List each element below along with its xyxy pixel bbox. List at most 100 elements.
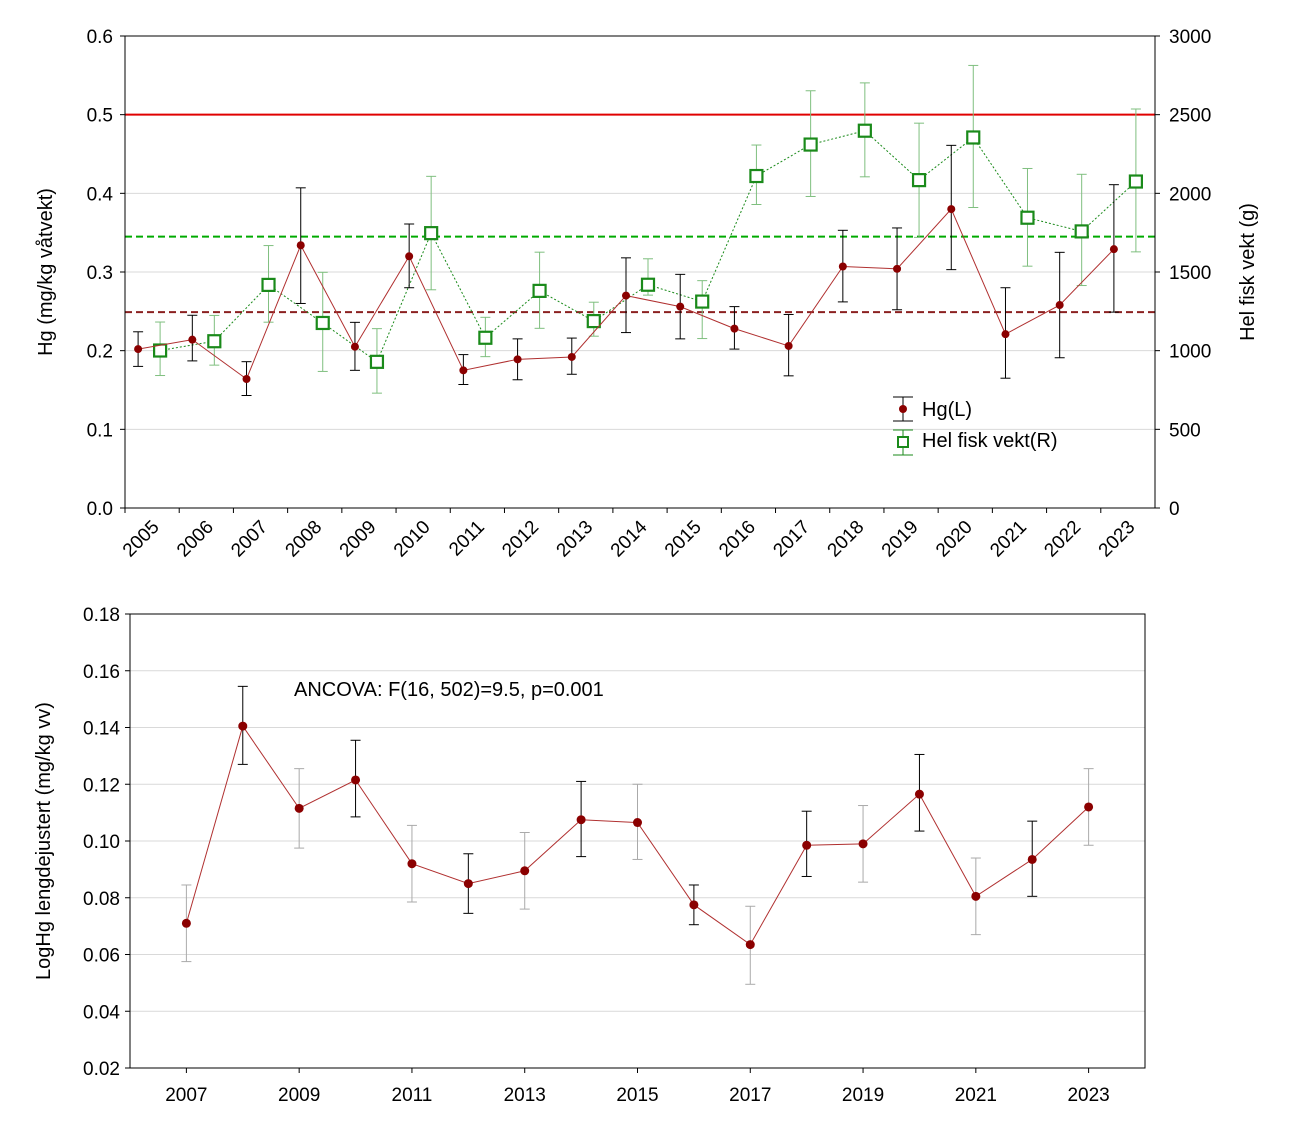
hg-point (784, 341, 793, 350)
hg-point (1001, 330, 1010, 339)
weight-point (261, 277, 276, 293)
top-x-tick-label: 2017 (769, 517, 814, 562)
top-reference-lines (125, 113, 1155, 314)
loghg-point (914, 789, 924, 799)
top-right-tick-label: 1000 (1169, 342, 1211, 363)
bottom-x-tick-label: 2009 (278, 1085, 320, 1106)
loghg-point (407, 859, 417, 869)
hg-point (513, 355, 522, 364)
bottom-y-axis-label: LogHg lengdejustert (mg/kg vv) (33, 702, 55, 980)
weight-point (749, 168, 764, 184)
weight-point (315, 315, 330, 331)
top-x-tick-label: 2014 (607, 516, 652, 561)
weight-point (857, 123, 872, 138)
top-right-tick-label: 2500 (1169, 106, 1211, 127)
top-right-axis-label: Hel fisk vekt (g) (1237, 203, 1259, 341)
top-left-tick-label: 0.0 (87, 499, 113, 520)
bottom-x-tick-label: 2011 (392, 1085, 433, 1106)
top-x-tick-label: 2011 (445, 517, 489, 561)
loghg-point (745, 940, 755, 950)
bottom-x-tick-label: 2017 (729, 1085, 771, 1106)
weight-point (966, 130, 981, 145)
weight-error-bar (697, 280, 708, 340)
top-right-tick-label: 0 (1169, 499, 1180, 520)
top-left-tick-label: 0.2 (87, 342, 113, 363)
top-right-tick-label: 500 (1169, 420, 1201, 441)
loghg-point (351, 775, 361, 785)
top-x-tick-label: 2015 (661, 517, 706, 562)
top-right-tick-label: 2000 (1169, 184, 1211, 205)
bottom-y-tick-label: 0.02 (83, 1059, 120, 1080)
legend-weight-marker (893, 429, 913, 456)
top-x-axis-ticks: 2005 2006 2007 2008 2009 2010 2011 2012 2013 2014… (119, 508, 1140, 562)
weight-point (207, 334, 222, 349)
top-left-tick-label: 0.5 (87, 106, 113, 127)
top-x-tick-label: 2018 (824, 517, 869, 562)
hg-point (730, 324, 739, 333)
top-hg-series (133, 144, 1119, 397)
bottom-x-tick-label: 2007 (165, 1085, 207, 1106)
top-x-tick-label: 2009 (336, 517, 381, 562)
top-x-tick-label: 2007 (227, 517, 272, 562)
loghg-point (858, 839, 868, 849)
bottom-loghg-series (181, 685, 1094, 985)
top-x-tick-label: 2023 (1095, 517, 1140, 562)
top-x-tick-label: 2021 (986, 517, 1031, 562)
bottom-x-axis-ticks: 2007 2009 2011 2013 2015 2017 2019 2021 2023 (165, 1068, 1110, 1106)
top-right-axis-ticks: 0 500 1000 1500 2000 2500 3000 (1155, 27, 1211, 520)
ancova-annotation: ANCOVA: F(16, 502)=9.5, p=0.001 (294, 679, 604, 701)
top-legend: Hg(L) Hel fisk vekt(R) (893, 396, 1058, 456)
loghg-point (1084, 802, 1094, 812)
hg-point (947, 205, 956, 214)
hg-point (893, 264, 902, 273)
hg-point (296, 241, 305, 250)
bottom-y-tick-label: 0.14 (83, 719, 120, 740)
legend-weight-label: Hel fisk vekt(R) (922, 430, 1058, 452)
bottom-y-tick-label: 0.16 (83, 662, 120, 683)
bottom-x-tick-label: 2019 (842, 1085, 884, 1106)
top-left-tick-label: 0.3 (87, 263, 113, 284)
weight-point (695, 294, 710, 309)
weight-point (153, 343, 168, 358)
top-x-tick-label: 2008 (282, 517, 327, 562)
top-left-tick-label: 0.4 (87, 184, 114, 205)
loghg-point (463, 879, 473, 889)
weight-line (160, 130, 1137, 363)
bottom-y-axis-ticks: 0.02 0.04 0.06 0.08 0.10 0.12 0.14 0.16 0.18 (83, 605, 130, 1080)
hg-point (1109, 245, 1118, 254)
loghg-point (576, 815, 586, 825)
weight-point (1020, 210, 1035, 225)
hg-point (459, 366, 468, 375)
top-x-tick-label: 2019 (878, 517, 923, 562)
weight-point (586, 313, 601, 329)
bottom-y-tick-label: 0.18 (83, 605, 120, 626)
hg-point (405, 252, 414, 261)
hg-point (622, 291, 630, 300)
weight-point (1128, 174, 1143, 189)
weight-point (478, 330, 493, 345)
weight-point (369, 354, 385, 369)
hg-point (242, 374, 251, 383)
loghg-point (520, 866, 530, 876)
weight-point (532, 283, 547, 298)
bottom-x-tick-label: 2021 (955, 1085, 997, 1106)
hg-point (676, 302, 685, 311)
top-x-tick-label: 2006 (173, 517, 218, 562)
weight-point (640, 277, 656, 292)
loghg-point (1027, 854, 1037, 864)
top-left-axis-label: Hg (mg/kg våtvekt) (35, 188, 57, 356)
top-left-tick-label: 0.6 (87, 27, 113, 48)
top-x-tick-label: 2013 (553, 517, 598, 562)
top-right-tick-label: 3000 (1169, 27, 1211, 48)
legend-hg-marker (893, 396, 913, 422)
legend-hg-label: Hg(L) (922, 399, 972, 421)
hg-point (567, 352, 576, 361)
weight-point (424, 226, 439, 241)
hg-point (134, 345, 143, 354)
top-x-tick-label: 2010 (390, 517, 435, 562)
top-x-tick-label: 2005 (119, 517, 164, 562)
hg-point (350, 342, 359, 351)
top-gridlines (125, 114, 1155, 430)
bottom-y-tick-label: 0.12 (83, 775, 120, 796)
